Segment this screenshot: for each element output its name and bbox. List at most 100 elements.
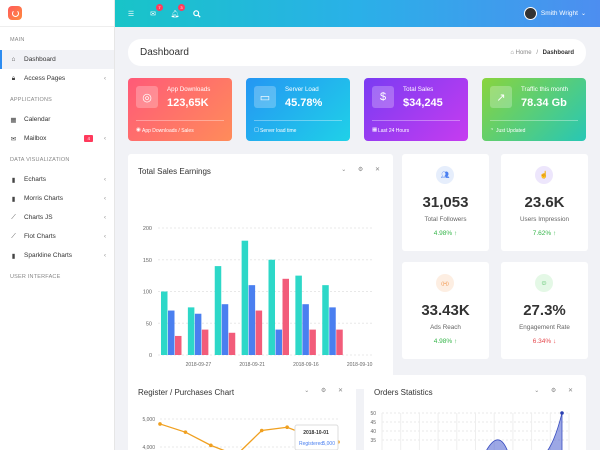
sidebar-item-morris-charts[interactable]: ▮ Morris Charts ‹ bbox=[0, 189, 114, 208]
user-name: Smith Wright bbox=[540, 10, 578, 17]
logo-icon[interactable] bbox=[8, 6, 22, 20]
kpi-change-value: 6.34% bbox=[532, 338, 552, 345]
panel-tools[interactable]: ⌄ ⚙ ✕ bbox=[304, 388, 348, 394]
sidebar-item-charts-js[interactable]: ⟋ Charts JS ‹ bbox=[0, 208, 114, 227]
divider bbox=[490, 120, 578, 121]
bell-icon[interactable]: 🔔︎ 3 bbox=[169, 3, 185, 20]
bar[interactable] bbox=[228, 332, 236, 355]
brand[interactable] bbox=[0, 0, 114, 27]
sidebar-item-mailbox[interactable]: ✉ Mailbox 4 ‹ bbox=[0, 129, 114, 148]
sidebar-item-calendar[interactable]: ▦ Calendar bbox=[0, 110, 114, 129]
sidebar-item-label: Charts JS bbox=[24, 214, 53, 221]
panel-title: Orders Statistics bbox=[374, 388, 433, 397]
data-point[interactable] bbox=[259, 428, 264, 433]
bar[interactable] bbox=[255, 310, 263, 355]
bar[interactable] bbox=[214, 266, 222, 355]
footer-icon: ◉ bbox=[136, 127, 141, 133]
bar[interactable] bbox=[201, 329, 209, 355]
panel-tools[interactable]: ⌄ ⚙ ✕ bbox=[341, 167, 385, 173]
stat-footer: Just Updated bbox=[496, 128, 526, 134]
bar[interactable] bbox=[322, 285, 329, 355]
sidebar-nav: MAIN ⌂ Dashboard 🔒︎ Access Pages ‹ APPLICATION… bbox=[0, 27, 114, 280]
kpi-change-value: 4.98% bbox=[433, 230, 453, 237]
kpi-change: 4.98% ↑ bbox=[402, 230, 489, 237]
bar[interactable] bbox=[302, 304, 309, 355]
arrow-up-icon: ↑ bbox=[454, 338, 458, 345]
bar[interactable] bbox=[336, 329, 343, 355]
y-tick-label: 35 bbox=[370, 438, 376, 444]
area-segment[interactable] bbox=[484, 439, 509, 450]
stat-label: App Downloads bbox=[167, 86, 211, 93]
chevron-left-icon: ‹ bbox=[104, 252, 106, 259]
sidebar-item-access-pages[interactable]: 🔒︎ Access Pages ‹ bbox=[0, 69, 114, 88]
avatar[interactable] bbox=[523, 7, 537, 20]
sidebar-item-echarts[interactable]: ▮ Echarts ‹ bbox=[0, 170, 114, 189]
user-menu[interactable]: Smith Wright ⌄ bbox=[523, 7, 586, 20]
panel-title: Register / Purchases Chart bbox=[138, 388, 235, 397]
data-point[interactable] bbox=[560, 411, 564, 415]
bar[interactable] bbox=[275, 329, 283, 355]
chevron-down-icon: ⌄ bbox=[580, 11, 586, 17]
bar[interactable] bbox=[175, 335, 182, 355]
page-header: Dashboard ⌂ Home / Dashboard bbox=[128, 39, 586, 66]
kpi-label: Total Followers bbox=[424, 216, 467, 223]
bar[interactable] bbox=[295, 275, 302, 355]
chevron-left-icon: ‹ bbox=[104, 233, 106, 240]
data-point[interactable] bbox=[183, 430, 188, 434]
arrow-up-icon: ↑ bbox=[553, 230, 557, 237]
stat-label: Server Load bbox=[285, 86, 319, 93]
bar[interactable] bbox=[194, 313, 202, 355]
y-tick-label: 40 bbox=[370, 429, 376, 435]
tooltip-label: Registered bbox=[299, 441, 323, 447]
sidebar-item-sparkline-charts[interactable]: ▮ Sparkline Charts ‹ bbox=[0, 246, 114, 265]
sidebar-item-flot-charts[interactable]: ⟋ Flot Charts ‹ bbox=[0, 227, 114, 246]
y-tick-label: 5,000 bbox=[142, 417, 155, 423]
sidebar-item-dashboard[interactable]: ⌂ Dashboard bbox=[0, 50, 114, 69]
kpi-change: 6.34% ↓ bbox=[501, 338, 588, 345]
divider bbox=[136, 120, 224, 121]
breadcrumb-home[interactable]: Home bbox=[515, 49, 532, 56]
sidebar: MAIN ⌂ Dashboard 🔒︎ Access Pages ‹ APPLICATION… bbox=[0, 0, 115, 450]
register-purchases-panel: Register / Purchases Chart ⌄ ⚙ ✕ 5,000 4,… bbox=[128, 375, 356, 450]
sidebar-section-title: DATA VISUALIZATION bbox=[10, 157, 70, 163]
bar[interactable] bbox=[248, 285, 256, 355]
arrow-down-icon: ↓ bbox=[553, 338, 557, 345]
y-tick-label: 100 bbox=[143, 290, 152, 296]
page-title: Dashboard bbox=[140, 47, 189, 58]
data-point[interactable] bbox=[209, 443, 213, 448]
data-point[interactable] bbox=[158, 422, 162, 426]
menu-toggle-icon[interactable]: ☰ bbox=[127, 10, 135, 18]
bell-badge: 3 bbox=[178, 3, 185, 11]
stat-label: Total Sales bbox=[403, 86, 434, 93]
mail-count-badge: 4 bbox=[84, 135, 93, 142]
divider bbox=[372, 120, 460, 121]
panel-tools[interactable]: ⌄ ⚙ ✕ bbox=[534, 388, 578, 394]
bar[interactable] bbox=[282, 278, 290, 355]
search-icon[interactable] bbox=[191, 8, 203, 20]
bar[interactable] bbox=[241, 240, 249, 355]
y-tick-label: 200 bbox=[143, 226, 152, 232]
stat-value: 123,65K bbox=[167, 97, 209, 109]
mail-icon[interactable]: ✉ 7 bbox=[147, 3, 163, 20]
chevron-left-icon: ‹ bbox=[104, 214, 106, 221]
home-icon: ⌂ bbox=[11, 56, 16, 63]
y-tick-label: 150 bbox=[143, 258, 152, 264]
mail-badge: 7 bbox=[156, 3, 163, 11]
sidebar-item-label: Mailbox bbox=[24, 135, 47, 142]
bar[interactable] bbox=[309, 329, 316, 355]
bar[interactable] bbox=[187, 307, 195, 355]
home-icon[interactable]: ⌂ bbox=[510, 49, 514, 56]
y-tick-label: 0 bbox=[149, 353, 152, 359]
bar[interactable] bbox=[221, 304, 229, 355]
kpi-label: Engagement Rate bbox=[519, 324, 570, 331]
kpi-card: 👥︎ 31,053 Total Followers 4.98% ↑ bbox=[402, 154, 489, 251]
line-chart-icon: ⟋ bbox=[11, 213, 16, 221]
bar[interactable] bbox=[168, 310, 175, 355]
bar[interactable] bbox=[268, 259, 276, 355]
data-point[interactable] bbox=[285, 425, 289, 430]
sidebar-item-label: Echarts bbox=[24, 176, 47, 183]
bar[interactable] bbox=[329, 307, 336, 355]
bar[interactable] bbox=[161, 291, 168, 356]
line-chart-icon: ⟋ bbox=[11, 232, 16, 240]
